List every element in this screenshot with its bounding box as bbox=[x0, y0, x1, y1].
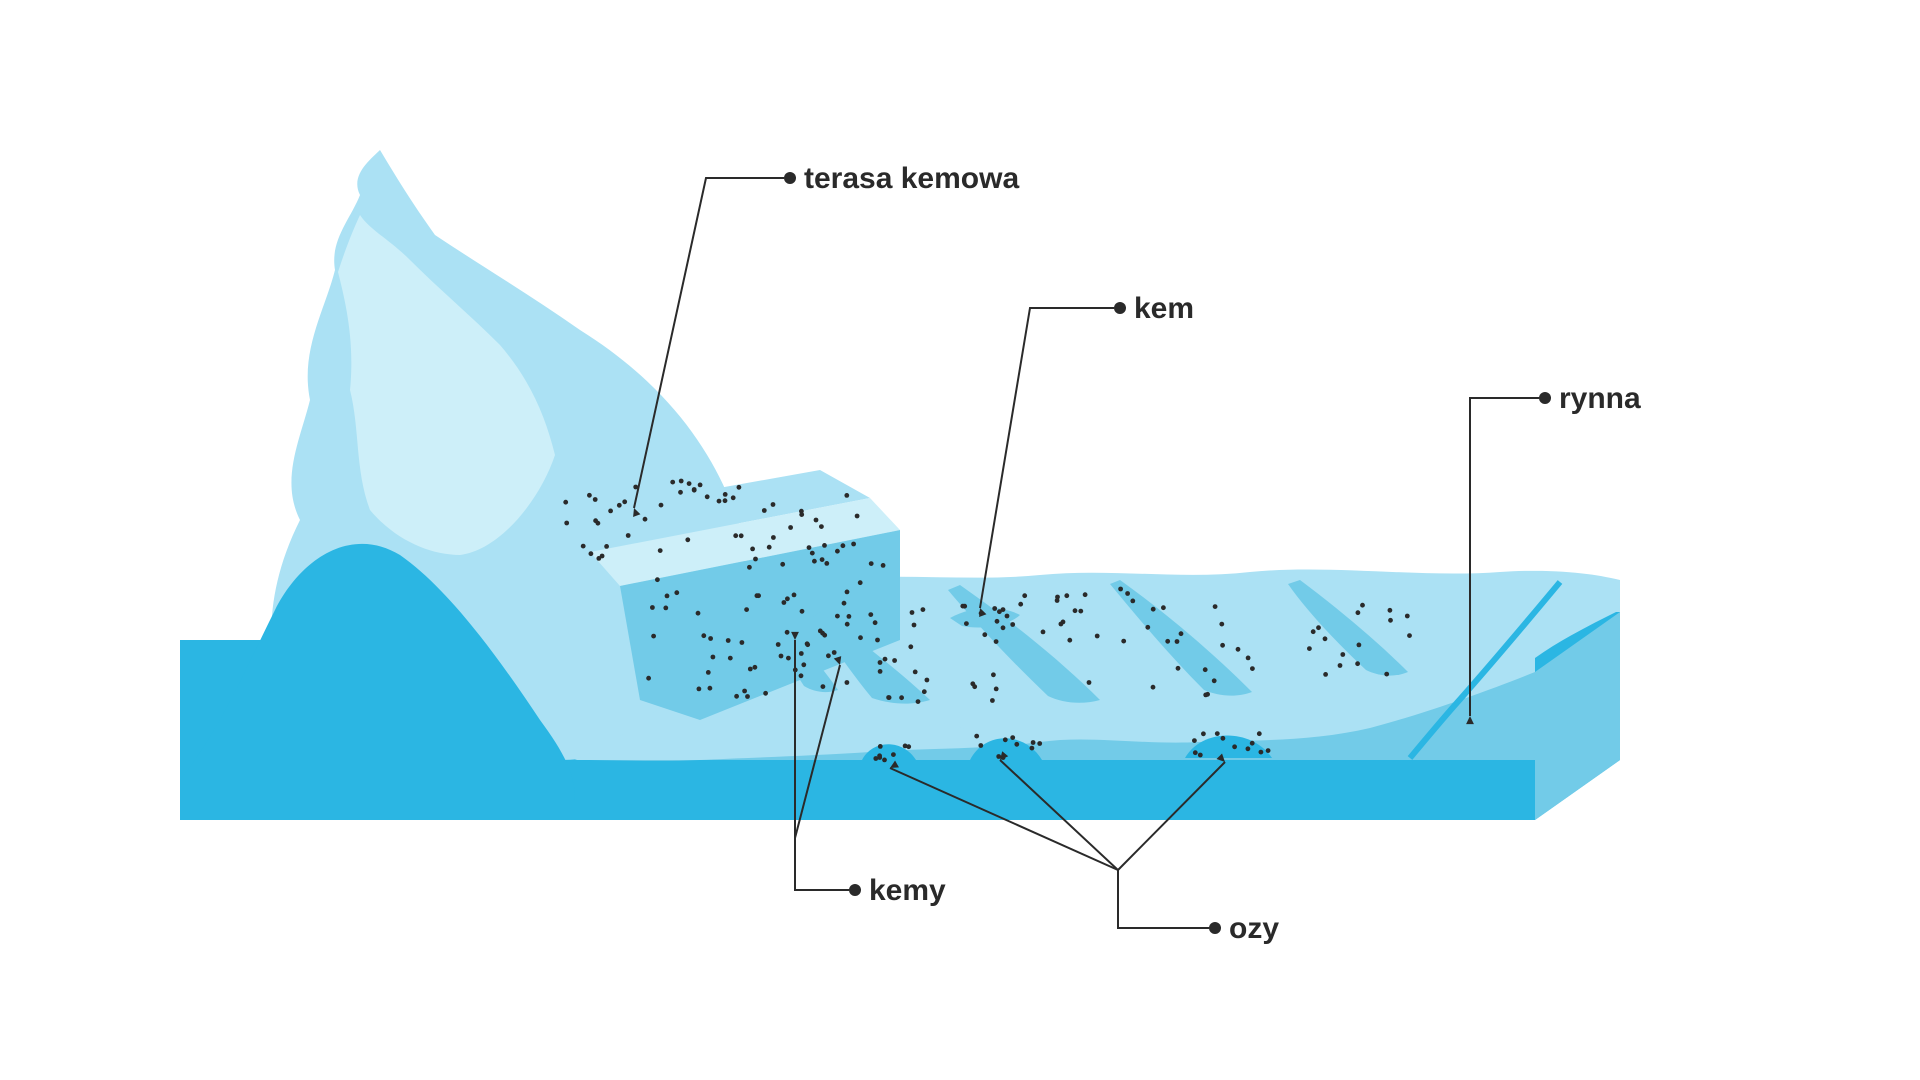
rynna-label: rynna bbox=[1559, 382, 1641, 415]
ozy-label: ozy bbox=[1229, 912, 1279, 945]
ozy-bullet bbox=[1209, 922, 1221, 934]
kem-label: kem bbox=[1134, 292, 1194, 325]
leader-kem bbox=[980, 308, 1114, 608]
plain-back-edge bbox=[820, 569, 1620, 612]
terasa_kemowa-label: terasa kemowa bbox=[804, 162, 1019, 195]
rynna-bullet bbox=[1539, 392, 1551, 404]
kem-bullet bbox=[1114, 302, 1126, 314]
kemy-bullet bbox=[849, 884, 861, 896]
terasa_kemowa-bullet bbox=[784, 172, 796, 184]
kemy-label: kemy bbox=[869, 874, 946, 907]
